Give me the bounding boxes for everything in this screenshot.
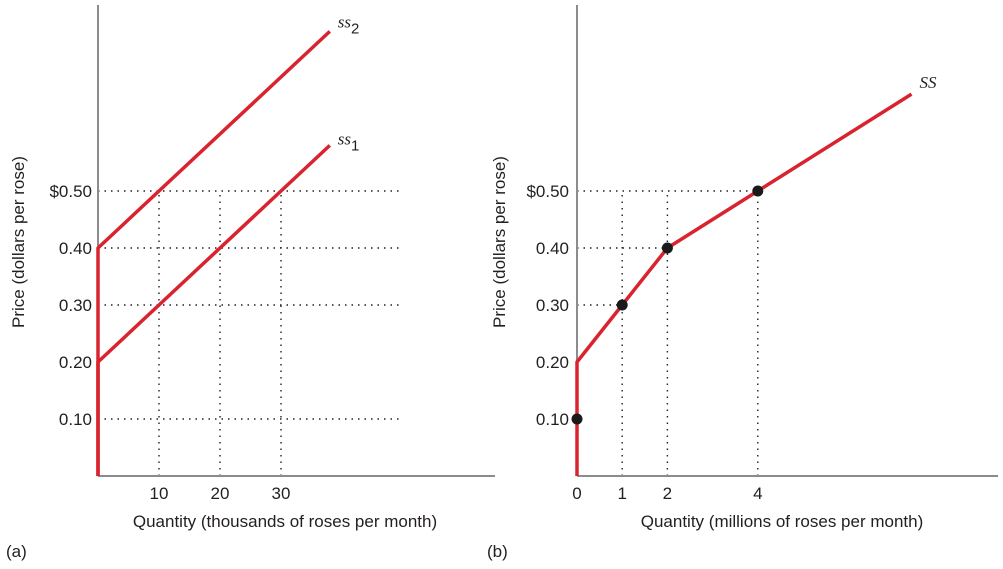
y-tick-label: 0.40: [59, 239, 92, 258]
data-point: [616, 299, 628, 311]
x-axis-label: Quantity (millions of roses per month): [641, 512, 924, 531]
y-tick-label: 0.20: [536, 353, 569, 372]
x-tick-label: 30: [272, 484, 291, 503]
y-tick-label: 0.10: [59, 410, 92, 429]
x-tick-label: 10: [150, 484, 169, 503]
curve-label: SS: [919, 73, 937, 92]
y-tick-label: 0.30: [59, 296, 92, 315]
y-tick-label: 0.30: [536, 296, 569, 315]
supply-curve-ss: [575, 92, 913, 476]
panel-label: (a): [6, 542, 27, 561]
y-axis-label: Price (dollars per rose): [490, 156, 509, 328]
y-tick-label: $0.50: [526, 182, 569, 201]
panel-a: $0.50 0.40 0.30 0.20 0.10 10 20 30 Quantity (tho…: [6, 5, 495, 561]
y-tick-label: 0.20: [59, 353, 92, 372]
y-axis-label: Price (dollars per rose): [9, 156, 28, 328]
supply-curve-ss1: [96, 144, 331, 476]
x-axis-label: Quantity (thousands of roses per month): [133, 512, 437, 531]
curve-label: ss1: [338, 129, 360, 154]
data-point: [661, 242, 673, 254]
supply-curve-ss2: [96, 30, 331, 476]
panel-b: $0.50 0.40 0.30 0.20 0.10 0 1 2 4 Quantity (milli…: [487, 5, 998, 561]
panel-label: (b): [487, 542, 508, 561]
x-tick-label: 4: [753, 484, 762, 503]
y-tick-label: 0.10: [536, 410, 569, 429]
data-point: [571, 413, 583, 425]
gridlines: [577, 190, 759, 476]
y-tick-label: 0.40: [536, 239, 569, 258]
y-tick-label: $0.50: [49, 182, 92, 201]
x-tick-label: 2: [663, 484, 672, 503]
x-tick-label: 0: [572, 484, 581, 503]
gridlines: [98, 190, 403, 476]
x-tick-label: 1: [617, 484, 626, 503]
x-tick-label: 20: [211, 484, 230, 503]
curve-label: ss2: [338, 12, 360, 37]
data-point: [752, 185, 764, 197]
